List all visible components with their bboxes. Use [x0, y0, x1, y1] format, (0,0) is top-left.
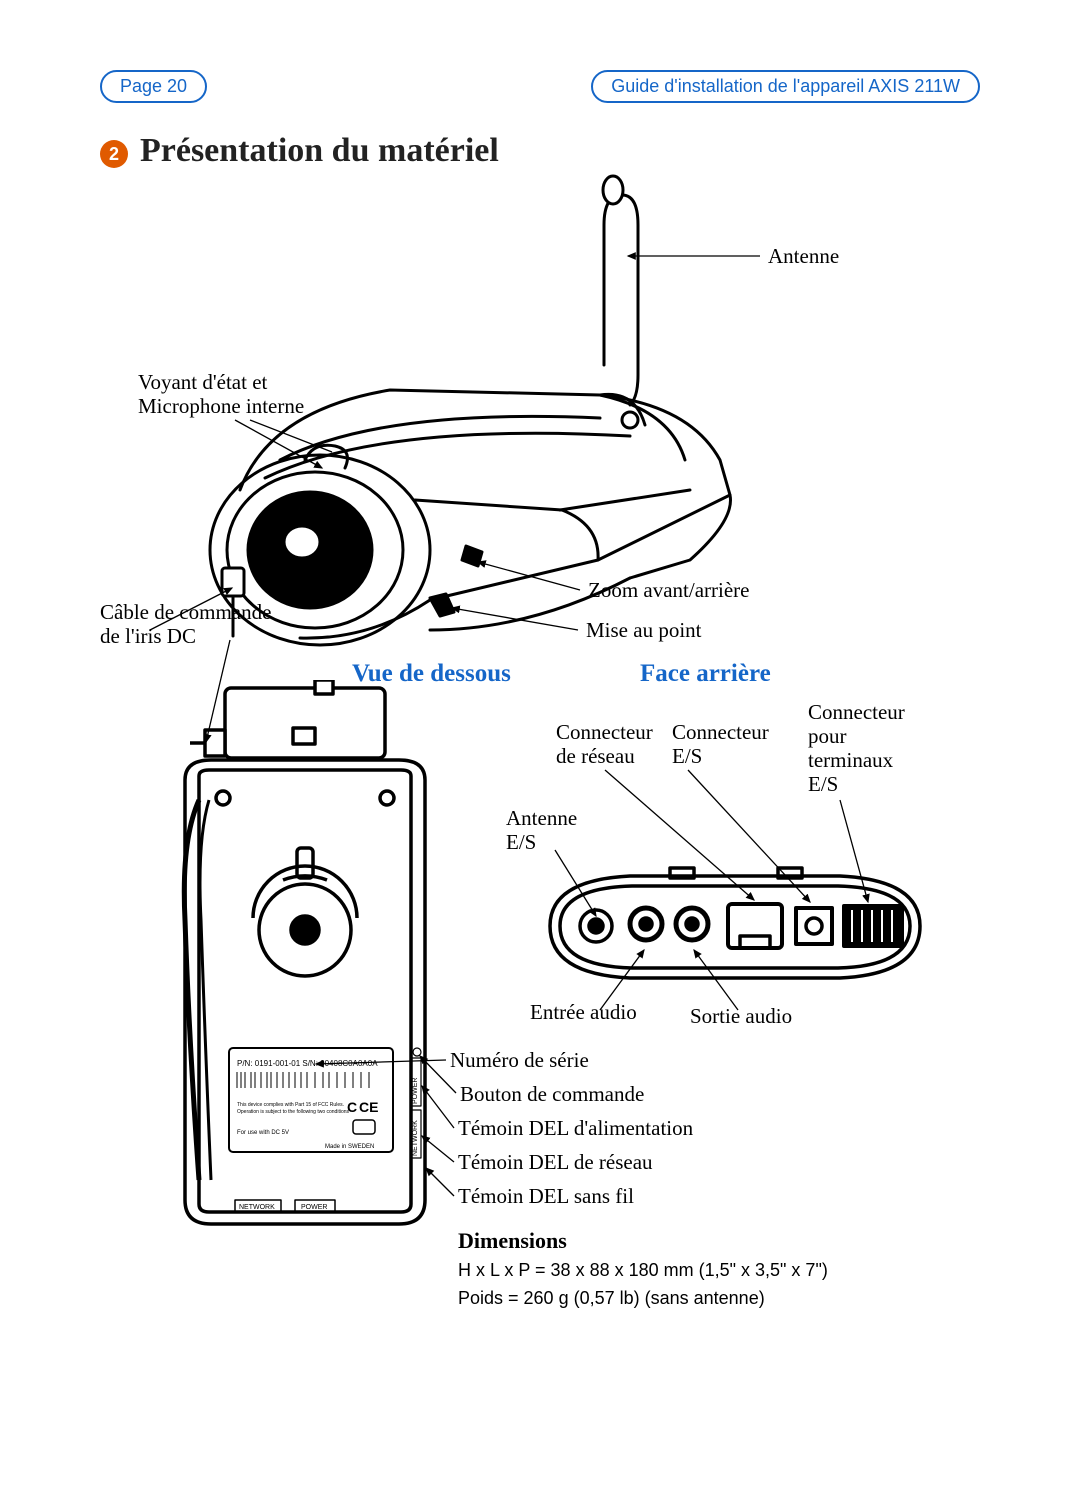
- label-io-terminal: Connecteur pour terminaux E/S: [808, 700, 905, 797]
- label-audio-out: Sortie audio: [690, 1004, 792, 1028]
- label-audio-in: Entrée audio: [530, 1000, 637, 1024]
- label-serial: Numéro de série: [450, 1048, 589, 1072]
- label-io-connector: Connecteur E/S: [672, 720, 769, 768]
- label-led-net: Témoin DEL de réseau: [458, 1150, 653, 1174]
- label-led-power: Témoin DEL d'alimentation: [458, 1116, 693, 1140]
- label-term-l1: Connecteur: [808, 700, 905, 724]
- label-antr-l2: E/S: [506, 830, 536, 854]
- dimensions-title: Dimensions: [458, 1228, 567, 1254]
- dimensions-weight: Poids = 260 g (0,57 lb) (sans antenne): [458, 1288, 765, 1309]
- label-net-l1: Connecteur: [556, 720, 653, 744]
- label-ctrl-btn: Bouton de commande: [460, 1082, 644, 1106]
- label-net-l2: de réseau: [556, 744, 635, 768]
- page: Page 20 Guide d'installation de l'appare…: [0, 0, 1080, 1512]
- label-term-l2: pour: [808, 724, 847, 748]
- dimensions-size: H x L x P = 38 x 88 x 180 mm (1,5" x 3,5…: [458, 1260, 828, 1281]
- label-io-l2: E/S: [672, 744, 702, 768]
- label-term-l4: E/S: [808, 772, 838, 796]
- label-led-wl: Témoin DEL sans fil: [458, 1184, 634, 1208]
- label-antenna-rear: Antenne E/S: [506, 806, 577, 854]
- label-antr-l1: Antenne: [506, 806, 577, 830]
- label-io-l1: Connecteur: [672, 720, 769, 744]
- label-net-connector: Connecteur de réseau: [556, 720, 653, 768]
- label-term-l3: terminaux: [808, 748, 893, 772]
